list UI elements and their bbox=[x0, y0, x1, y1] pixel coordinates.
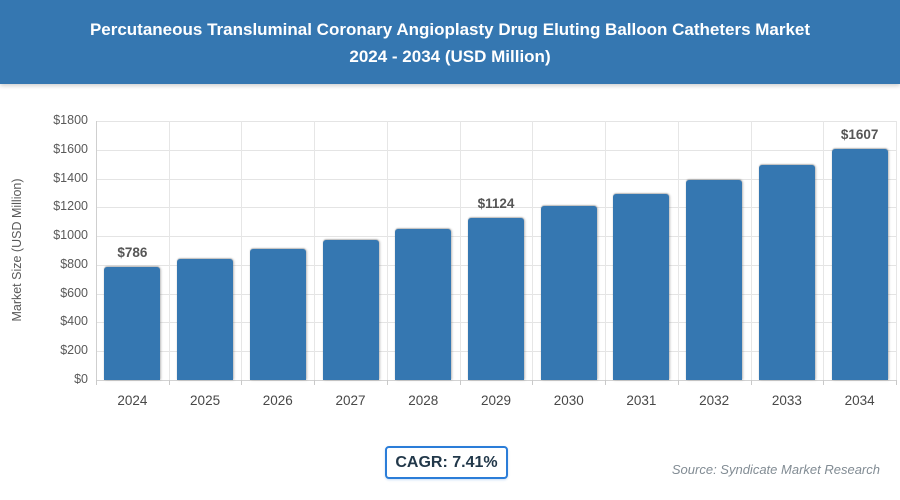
gridline-v bbox=[241, 121, 243, 380]
gridline-v bbox=[605, 121, 607, 380]
x-axis-label: 2024 bbox=[117, 393, 148, 408]
x-axis-label: 2033 bbox=[771, 393, 802, 408]
x-tick-mark bbox=[750, 380, 752, 385]
cagr-badge: CAGR: 7.41% bbox=[385, 446, 508, 479]
source-note: Source: Syndicate Market Research bbox=[671, 462, 880, 477]
y-tick-label: $800 bbox=[60, 256, 88, 271]
bar-2026 bbox=[249, 249, 306, 380]
y-tick-label: $1400 bbox=[53, 170, 88, 185]
x-tick-mark bbox=[896, 380, 897, 385]
x-tick-mark bbox=[532, 380, 534, 385]
bar-2032 bbox=[686, 179, 743, 380]
y-tick-label: $600 bbox=[60, 285, 88, 300]
x-axis-label: 2029 bbox=[480, 393, 511, 408]
y-tick-label: $0 bbox=[74, 372, 88, 386]
bar-2024 bbox=[104, 266, 161, 380]
y-tick-label: $400 bbox=[60, 314, 88, 329]
x-axis-label: 2030 bbox=[553, 393, 584, 408]
bar-2033 bbox=[758, 164, 815, 380]
bar-value-label: $1124 bbox=[477, 196, 515, 212]
x-axis-label: 2032 bbox=[699, 393, 730, 408]
bar-value-label: $786 bbox=[117, 244, 148, 260]
gridline-v bbox=[750, 121, 752, 380]
bar-2028 bbox=[395, 229, 452, 380]
x-tick-mark bbox=[96, 380, 97, 385]
chart-subtitle: 2024 - 2034 (USD Million) bbox=[349, 47, 551, 66]
y-tick-label: $1200 bbox=[53, 199, 88, 214]
x-tick-mark bbox=[314, 380, 316, 385]
bar-2031 bbox=[613, 193, 670, 380]
x-axis-label: 2027 bbox=[335, 393, 366, 408]
x-tick-mark bbox=[386, 380, 388, 385]
gridline-v bbox=[823, 121, 825, 380]
gridline-h bbox=[96, 121, 896, 122]
y-tick-label: $200 bbox=[60, 343, 88, 358]
bar-value-label: $1607 bbox=[840, 126, 879, 142]
gridline-v bbox=[314, 121, 316, 380]
gridline-v bbox=[386, 121, 388, 380]
y-tick-label: $1600 bbox=[53, 141, 88, 156]
bar-2027 bbox=[322, 239, 379, 380]
y-axis-line bbox=[96, 121, 97, 385]
y-tick-label: $1800 bbox=[53, 113, 88, 127]
x-tick-mark bbox=[677, 380, 679, 385]
gridline-h bbox=[96, 178, 896, 180]
gridline-v bbox=[677, 121, 679, 380]
gridline-h bbox=[96, 149, 896, 151]
x-tick-mark bbox=[823, 380, 825, 385]
x-axis-label: 2025 bbox=[190, 393, 221, 408]
x-axis-line bbox=[96, 380, 896, 381]
gridline-v bbox=[896, 121, 897, 380]
x-tick-mark bbox=[241, 380, 243, 385]
y-tick-label: $1000 bbox=[53, 228, 88, 243]
x-axis-label: 2034 bbox=[844, 393, 875, 408]
bar-2025 bbox=[177, 258, 234, 380]
gridline-h bbox=[96, 207, 896, 209]
x-axis-label: 2026 bbox=[262, 393, 293, 408]
x-axis-label: 2031 bbox=[626, 393, 657, 408]
x-axis-label: 2028 bbox=[408, 393, 439, 408]
x-tick-mark bbox=[605, 380, 607, 385]
x-tick-mark bbox=[168, 380, 170, 385]
chart-header: Percutaneous Transluminal Coronary Angio… bbox=[0, 0, 900, 84]
bar-2030 bbox=[540, 206, 597, 380]
gridline-v bbox=[459, 121, 461, 380]
gridline-v bbox=[168, 121, 170, 380]
bar-2034 bbox=[831, 148, 888, 380]
x-tick-mark bbox=[459, 380, 461, 385]
chart-title: Percutaneous Transluminal Coronary Angio… bbox=[89, 20, 811, 39]
bar-2029 bbox=[468, 218, 524, 380]
gridline-v bbox=[532, 121, 534, 380]
cagr-badge-label: CAGR: 7.41% bbox=[395, 453, 498, 471]
